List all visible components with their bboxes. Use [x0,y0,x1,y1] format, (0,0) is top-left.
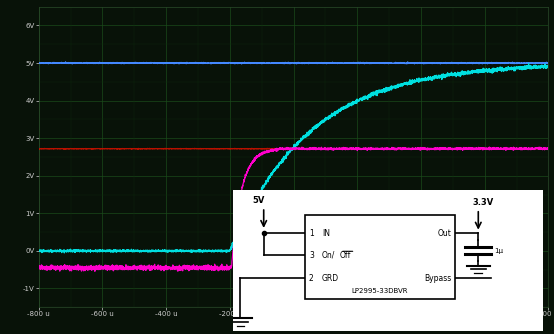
Text: GRD: GRD [322,274,339,283]
Text: 5V: 5V [252,196,265,205]
Text: 1μ: 1μ [494,247,503,254]
Text: 3.3V: 3.3V [473,198,494,207]
Text: Out: Out [437,229,451,238]
Text: Off: Off [340,251,351,260]
Text: Bypass: Bypass [424,274,451,283]
Text: On/: On/ [322,251,335,260]
Text: 1: 1 [309,229,314,238]
Bar [305,215,455,299]
Text: LP2995-33DBVR: LP2995-33DBVR [352,288,408,294]
Text: IN: IN [322,229,330,238]
Text: 2: 2 [309,274,314,283]
Text: 3: 3 [309,251,314,260]
